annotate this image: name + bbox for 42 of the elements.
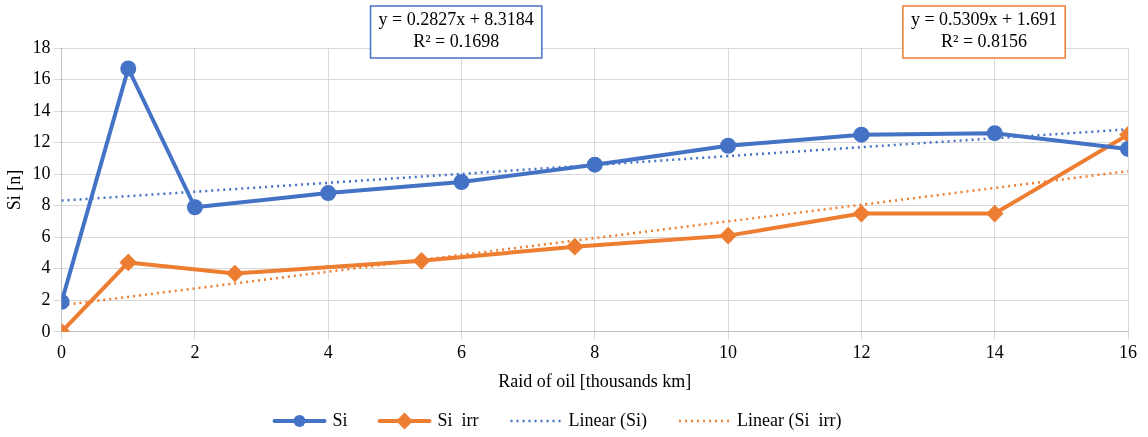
y-tick-label: 8 <box>41 194 51 215</box>
x-tick-label: 10 <box>719 342 738 363</box>
point <box>566 238 583 255</box>
legend-label: Si <box>332 409 348 430</box>
y-tick-label: 4 <box>41 257 51 278</box>
y-tick-label: 12 <box>32 131 51 152</box>
annotation: y = 0.2827x + 8.3184 R² = 0.1698 <box>378 8 534 51</box>
point <box>186 199 203 216</box>
point <box>986 125 1003 142</box>
point <box>413 252 430 269</box>
x-tick-label: 4 <box>323 342 333 363</box>
y-tick-label: 10 <box>32 162 51 183</box>
x-tick-label: 12 <box>852 342 871 363</box>
x-tick-label: 0 <box>57 342 67 363</box>
y-tick-label: 18 <box>32 36 51 57</box>
x-tick-label: 6 <box>457 342 466 363</box>
x-tick-label: 16 <box>1119 342 1137 363</box>
point <box>720 227 737 244</box>
point <box>120 60 137 77</box>
point <box>320 185 337 202</box>
annotation: y = 0.5309x + 1.691 R² = 0.8156 <box>910 8 1058 51</box>
y-tick-label: 2 <box>41 289 51 309</box>
y-axis-title: Si [n] <box>3 169 24 211</box>
x-axis-title: Raid of oil [thousands km] <box>498 370 692 391</box>
point <box>226 265 243 282</box>
point <box>453 174 470 191</box>
point <box>853 126 870 143</box>
point <box>986 205 1003 222</box>
legend-label: Linear (Si irr) <box>737 409 842 431</box>
x-tick-label: 2 <box>190 342 200 363</box>
point <box>720 137 737 154</box>
x-tick-label: 14 <box>985 342 1004 363</box>
y-tick-label: 14 <box>32 99 51 120</box>
legend-label: Linear (Si) <box>568 409 648 431</box>
y-tick-label: 6 <box>41 225 51 246</box>
point <box>853 205 870 222</box>
x-tick-label: 8 <box>590 342 600 363</box>
legend-label: Si irr <box>437 409 479 430</box>
y-tick-label: 0 <box>41 320 51 341</box>
point <box>586 156 603 173</box>
point <box>120 254 137 271</box>
y-tick-label: 16 <box>32 68 51 89</box>
